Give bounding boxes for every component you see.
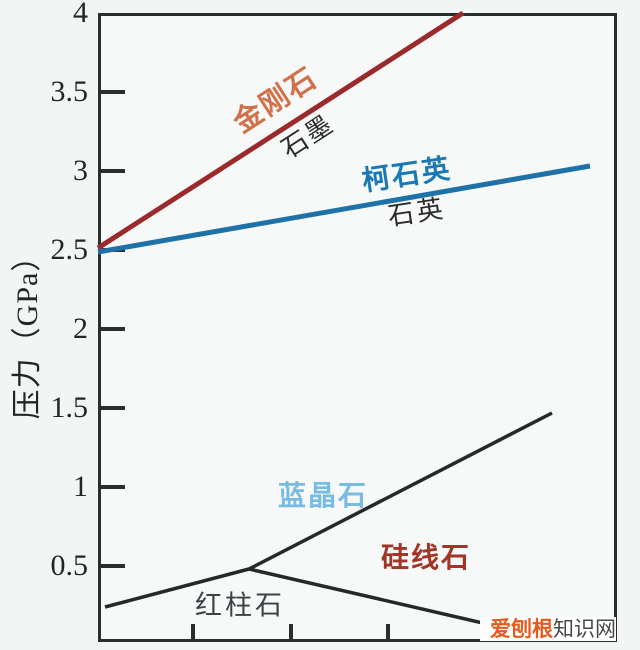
y-axis-tick — [100, 169, 125, 173]
label-sillimanite: 硅线石 — [380, 543, 472, 574]
coesite-quartz-boundary — [97, 163, 591, 255]
watermark-brand: 爱刨根 — [490, 616, 553, 641]
y-axis-tick — [100, 564, 125, 568]
x-axis-tick — [386, 624, 390, 640]
y-axis-tick-label: 0.5 — [50, 549, 89, 582]
y-axis-tick — [100, 90, 125, 94]
andalusite-kyanite-boundary — [104, 567, 250, 609]
andalusite-sillimanite-boundary — [248, 567, 501, 629]
y-axis-tick-label: 4 — [73, 0, 88, 29]
y-axis-tick-label: 3.5 — [50, 75, 89, 108]
plot-area — [98, 13, 617, 642]
x-axis-tick — [191, 624, 195, 640]
label-kyanite: 蓝晶石 — [277, 481, 369, 512]
diamond-graphite-boundary — [96, 10, 465, 251]
watermark-suffix: 知识网 — [553, 616, 616, 641]
y-axis-tick-label: 2 — [73, 312, 88, 345]
y-axis-tick-label: 1.5 — [50, 391, 89, 424]
kyanite-sillimanite-boundary — [248, 411, 553, 571]
watermark: 爱刨根 知识网 — [480, 617, 616, 641]
label-andalusite: 红柱石 — [195, 590, 285, 621]
y-axis-tick-label: 3 — [73, 154, 88, 187]
y-axis-tick — [100, 485, 125, 489]
x-axis-tick — [289, 624, 293, 640]
y-axis-tick-label: 2.5 — [50, 233, 89, 266]
y-axis-tick — [100, 406, 125, 410]
y-axis-tick — [100, 327, 125, 331]
y-axis-tick-label: 1 — [73, 470, 88, 503]
